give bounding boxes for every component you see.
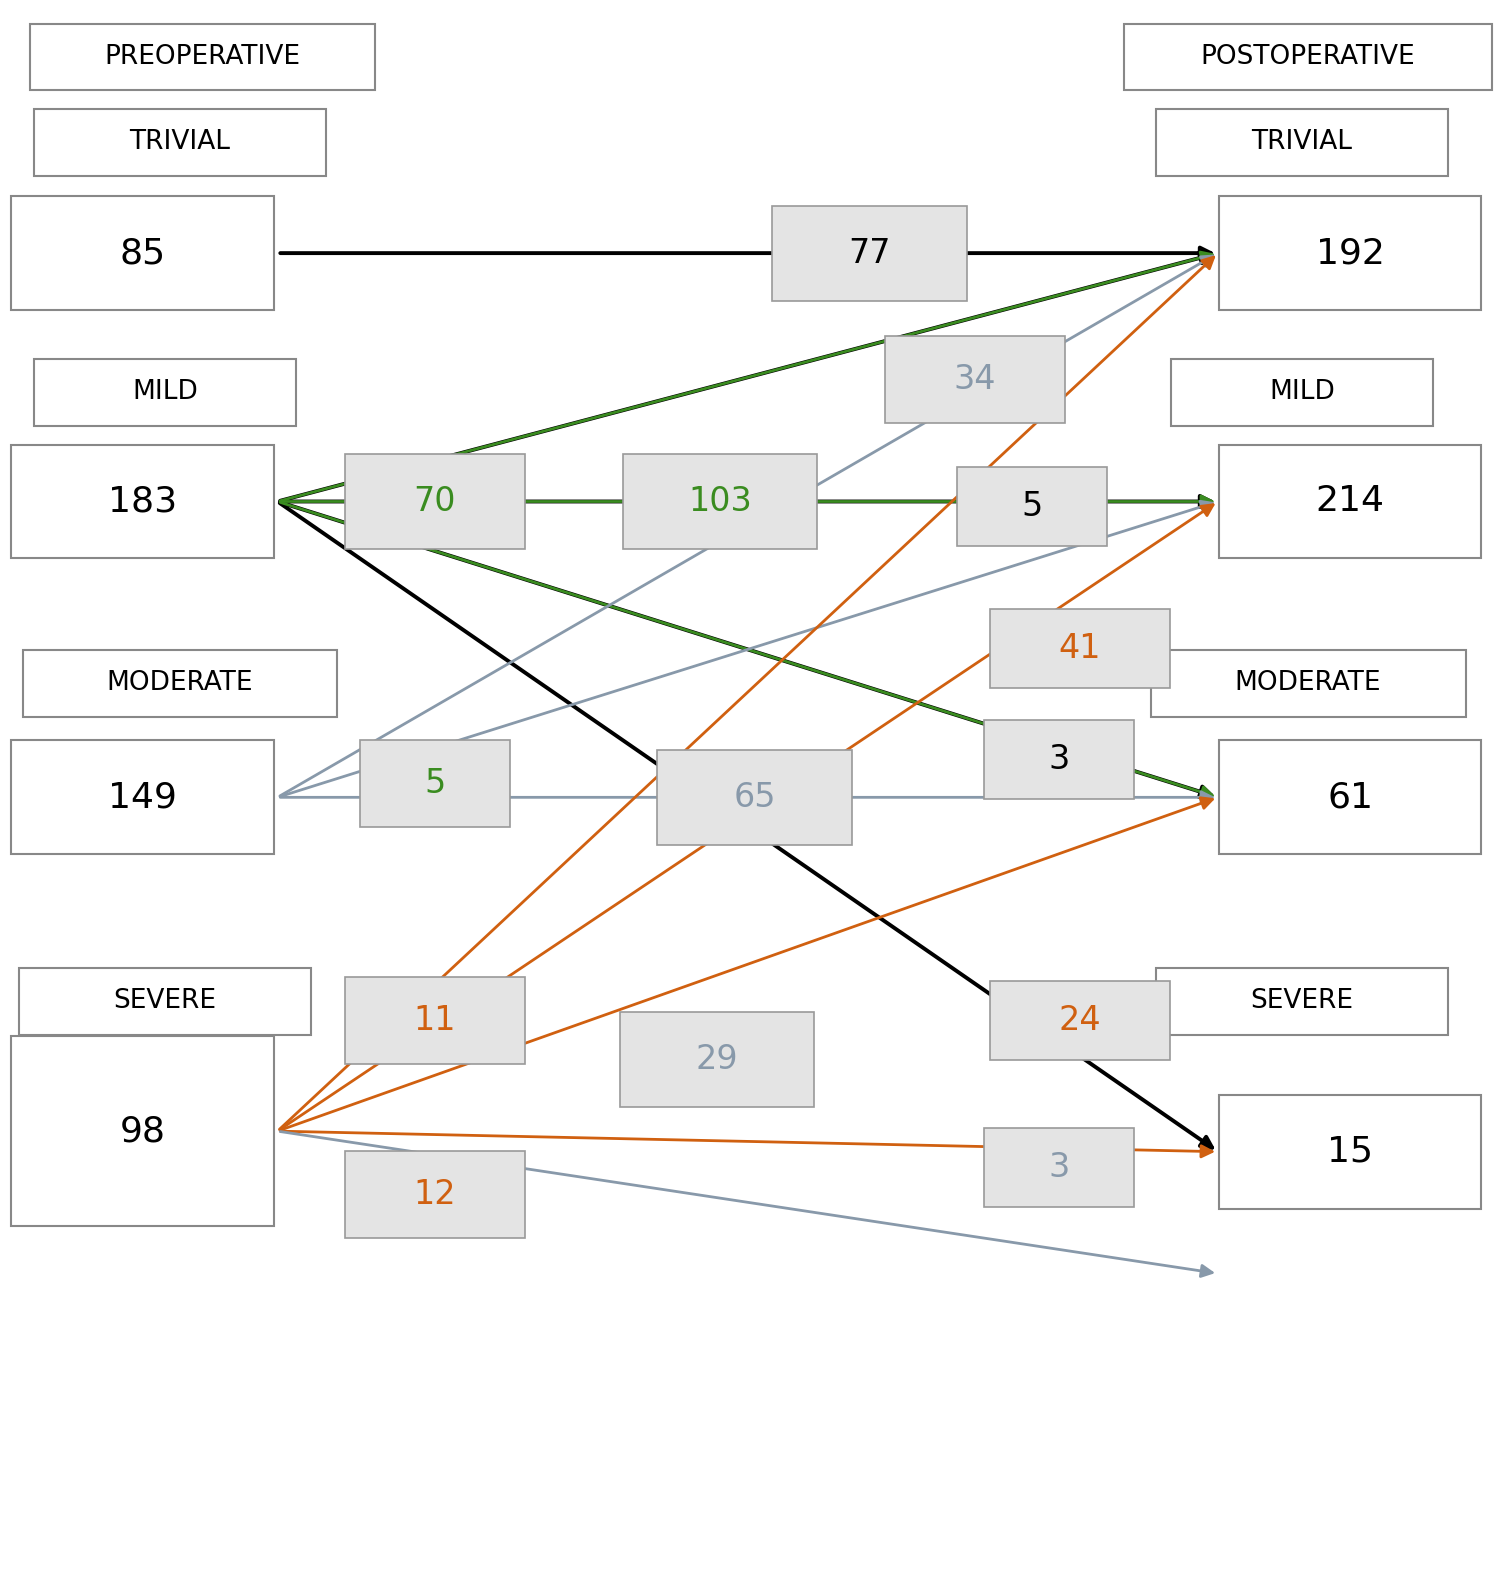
FancyBboxPatch shape [620, 1012, 815, 1107]
Text: 65: 65 [734, 782, 776, 813]
Text: TRIVIAL: TRIVIAL [129, 130, 231, 155]
FancyBboxPatch shape [1150, 650, 1466, 717]
Text: 29: 29 [696, 1044, 738, 1076]
FancyBboxPatch shape [12, 740, 273, 854]
FancyBboxPatch shape [1218, 1095, 1480, 1209]
FancyBboxPatch shape [345, 454, 525, 549]
Text: 11: 11 [414, 1005, 456, 1036]
Text: 149: 149 [108, 780, 177, 815]
FancyBboxPatch shape [1170, 359, 1434, 426]
FancyBboxPatch shape [345, 978, 525, 1065]
Text: 103: 103 [688, 486, 752, 517]
Text: 5: 5 [1022, 490, 1042, 522]
FancyBboxPatch shape [34, 359, 296, 426]
Text: POSTOPERATIVE: POSTOPERATIVE [1200, 44, 1416, 70]
FancyBboxPatch shape [984, 1128, 1134, 1207]
Text: 15: 15 [1328, 1134, 1372, 1169]
Text: 5: 5 [424, 767, 445, 799]
FancyBboxPatch shape [957, 467, 1107, 546]
Text: 98: 98 [120, 1114, 165, 1149]
Text: 70: 70 [414, 486, 456, 517]
Text: MILD: MILD [132, 380, 198, 405]
FancyBboxPatch shape [22, 650, 338, 717]
FancyBboxPatch shape [30, 24, 375, 90]
FancyBboxPatch shape [1155, 109, 1448, 176]
FancyBboxPatch shape [12, 445, 273, 558]
FancyBboxPatch shape [18, 968, 312, 1035]
FancyBboxPatch shape [990, 609, 1170, 688]
FancyBboxPatch shape [984, 720, 1134, 799]
Text: 12: 12 [414, 1179, 456, 1210]
Text: 3: 3 [1048, 744, 1070, 775]
Text: MODERATE: MODERATE [106, 671, 254, 696]
Text: MILD: MILD [1269, 380, 1335, 405]
FancyBboxPatch shape [360, 740, 510, 826]
Text: SEVERE: SEVERE [1251, 989, 1353, 1014]
FancyBboxPatch shape [885, 335, 1065, 422]
Text: 192: 192 [1316, 236, 1384, 271]
Text: 24: 24 [1059, 1005, 1101, 1036]
Text: 41: 41 [1059, 633, 1101, 664]
FancyBboxPatch shape [1218, 445, 1480, 558]
FancyBboxPatch shape [345, 1152, 525, 1237]
FancyBboxPatch shape [657, 750, 852, 845]
Text: 3: 3 [1048, 1152, 1070, 1183]
Text: 61: 61 [1328, 780, 1372, 815]
FancyBboxPatch shape [772, 206, 968, 301]
FancyBboxPatch shape [1125, 24, 1491, 90]
Text: 183: 183 [108, 484, 177, 519]
Text: 85: 85 [120, 236, 165, 271]
FancyBboxPatch shape [1155, 968, 1448, 1035]
Text: MODERATE: MODERATE [1234, 671, 1382, 696]
FancyBboxPatch shape [33, 109, 327, 176]
FancyBboxPatch shape [622, 454, 818, 549]
FancyBboxPatch shape [1218, 196, 1480, 310]
FancyBboxPatch shape [990, 981, 1170, 1060]
Text: 34: 34 [954, 364, 996, 396]
FancyBboxPatch shape [12, 196, 273, 310]
Text: SEVERE: SEVERE [114, 989, 216, 1014]
Text: 214: 214 [1316, 484, 1384, 519]
FancyBboxPatch shape [1218, 740, 1480, 854]
Text: TRIVIAL: TRIVIAL [1251, 130, 1353, 155]
FancyBboxPatch shape [12, 1036, 273, 1226]
Text: 77: 77 [849, 237, 891, 269]
Text: PREOPERATIVE: PREOPERATIVE [105, 44, 300, 70]
